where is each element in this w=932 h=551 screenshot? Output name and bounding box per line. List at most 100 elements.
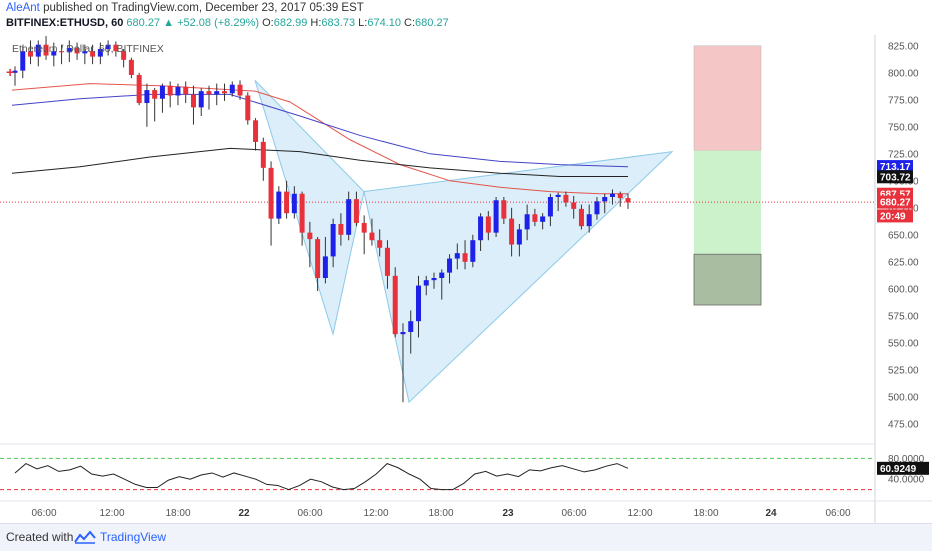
price-label-text: 713.17 — [880, 162, 911, 173]
candle — [454, 243, 460, 270]
candle — [423, 275, 429, 296]
candle-body — [307, 232, 313, 240]
created-with-label: Created with — [6, 530, 74, 544]
symbol-line: BITFINEX:ETHUSD, 60 680.27 ▲ +52.08 (+8.… — [6, 17, 449, 29]
candle — [516, 224, 522, 257]
candle-body — [485, 216, 491, 233]
candle-body — [97, 49, 103, 57]
lower-zone — [693, 253, 762, 306]
price-tick-label: 725.00 — [888, 149, 919, 160]
osc-tick-label: 80.0000 — [888, 454, 925, 465]
candle-body — [571, 202, 577, 209]
candle — [206, 85, 212, 110]
candle-body — [35, 44, 41, 57]
candle — [159, 83, 165, 113]
candle-body — [462, 253, 468, 262]
candle — [586, 204, 592, 233]
candle-body — [478, 216, 484, 241]
candle — [237, 80, 243, 100]
candle — [299, 191, 305, 246]
candle-body — [82, 51, 88, 54]
candle — [493, 197, 499, 237]
candle-body — [563, 194, 569, 203]
footer-bar: Created with TradingView — [0, 523, 932, 551]
candle — [245, 92, 251, 125]
candle-body — [253, 120, 259, 142]
candle-body — [377, 240, 383, 248]
candle — [408, 310, 414, 354]
price-label-box — [877, 170, 913, 184]
time-tick-label: 24 — [765, 508, 777, 519]
candle — [167, 81, 173, 108]
candle-body — [222, 91, 228, 94]
candle — [276, 186, 282, 224]
candle-body — [260, 141, 266, 168]
candle-body — [602, 197, 608, 202]
candle-body — [408, 321, 414, 332]
candle — [183, 81, 189, 104]
candle — [20, 45, 26, 79]
candle — [330, 218, 336, 268]
candle — [509, 207, 515, 257]
price-chart[interactable]: 825.00800.00775.00750.00725.00700.00675.… — [0, 0, 932, 523]
price-label-box — [877, 160, 913, 174]
time-tick-label: 12:00 — [627, 508, 652, 519]
candle — [322, 236, 328, 284]
candle-body — [532, 214, 538, 222]
candle-body — [625, 198, 631, 203]
candle — [152, 87, 158, 122]
open-value: 682.99 — [273, 17, 308, 29]
price-tick-label: 650.00 — [888, 230, 919, 241]
price-tick-label: 500.00 — [888, 392, 919, 403]
candle — [524, 204, 530, 241]
time-tick-label: 18:00 — [428, 508, 453, 519]
price-change: 680.27 ▲ +52.08 (+8.29%) — [126, 17, 260, 29]
candle-body — [547, 197, 553, 217]
close-value: 680.27 — [415, 17, 449, 29]
price-tick-label: 600.00 — [888, 284, 919, 295]
candle-body — [136, 74, 142, 104]
candle — [315, 236, 321, 291]
candle — [90, 44, 96, 65]
candle-body — [121, 51, 127, 60]
candle-body — [369, 232, 375, 241]
candle-body — [12, 70, 18, 73]
candle — [485, 211, 491, 241]
osc-value-label: 60.9249 — [880, 464, 917, 475]
candle-body — [206, 91, 212, 95]
candle-body — [524, 214, 530, 230]
author-link[interactable]: AleAnt — [6, 2, 40, 14]
candle-body — [59, 51, 65, 53]
candle-body — [470, 240, 476, 262]
time-tick-label: 22 — [238, 508, 250, 519]
price-tick-label: 550.00 — [888, 338, 919, 349]
candle — [43, 36, 49, 60]
ema-line-1 — [11, 83, 628, 195]
candle-body — [237, 84, 243, 96]
candle — [392, 267, 398, 338]
tradingview-brand-link[interactable]: TradingView — [100, 530, 167, 544]
candle-body — [540, 216, 546, 222]
candle — [431, 272, 437, 289]
time-tick-label: 18:00 — [693, 508, 718, 519]
high-value: 683.73 — [321, 17, 356, 29]
price-tick-label: 475.00 — [888, 419, 919, 430]
candle — [617, 191, 623, 207]
candle — [540, 213, 546, 230]
candle-body — [268, 167, 274, 219]
candle-body — [51, 51, 57, 56]
candle — [105, 40, 111, 56]
candle — [253, 118, 259, 151]
time-tick-label: 18:00 — [165, 508, 190, 519]
price-label-text: 20:49 — [880, 211, 906, 222]
candle-body — [346, 199, 352, 235]
candle-body — [447, 258, 453, 273]
candle-body — [128, 59, 134, 75]
candle — [353, 191, 359, 227]
candle — [28, 40, 34, 65]
candle — [59, 44, 65, 65]
time-tick-label: 06:00 — [825, 508, 850, 519]
symbol-name: BITFINEX:ETHUSD, 60 — [6, 17, 124, 29]
candle — [609, 189, 615, 205]
candle-body — [617, 193, 623, 199]
